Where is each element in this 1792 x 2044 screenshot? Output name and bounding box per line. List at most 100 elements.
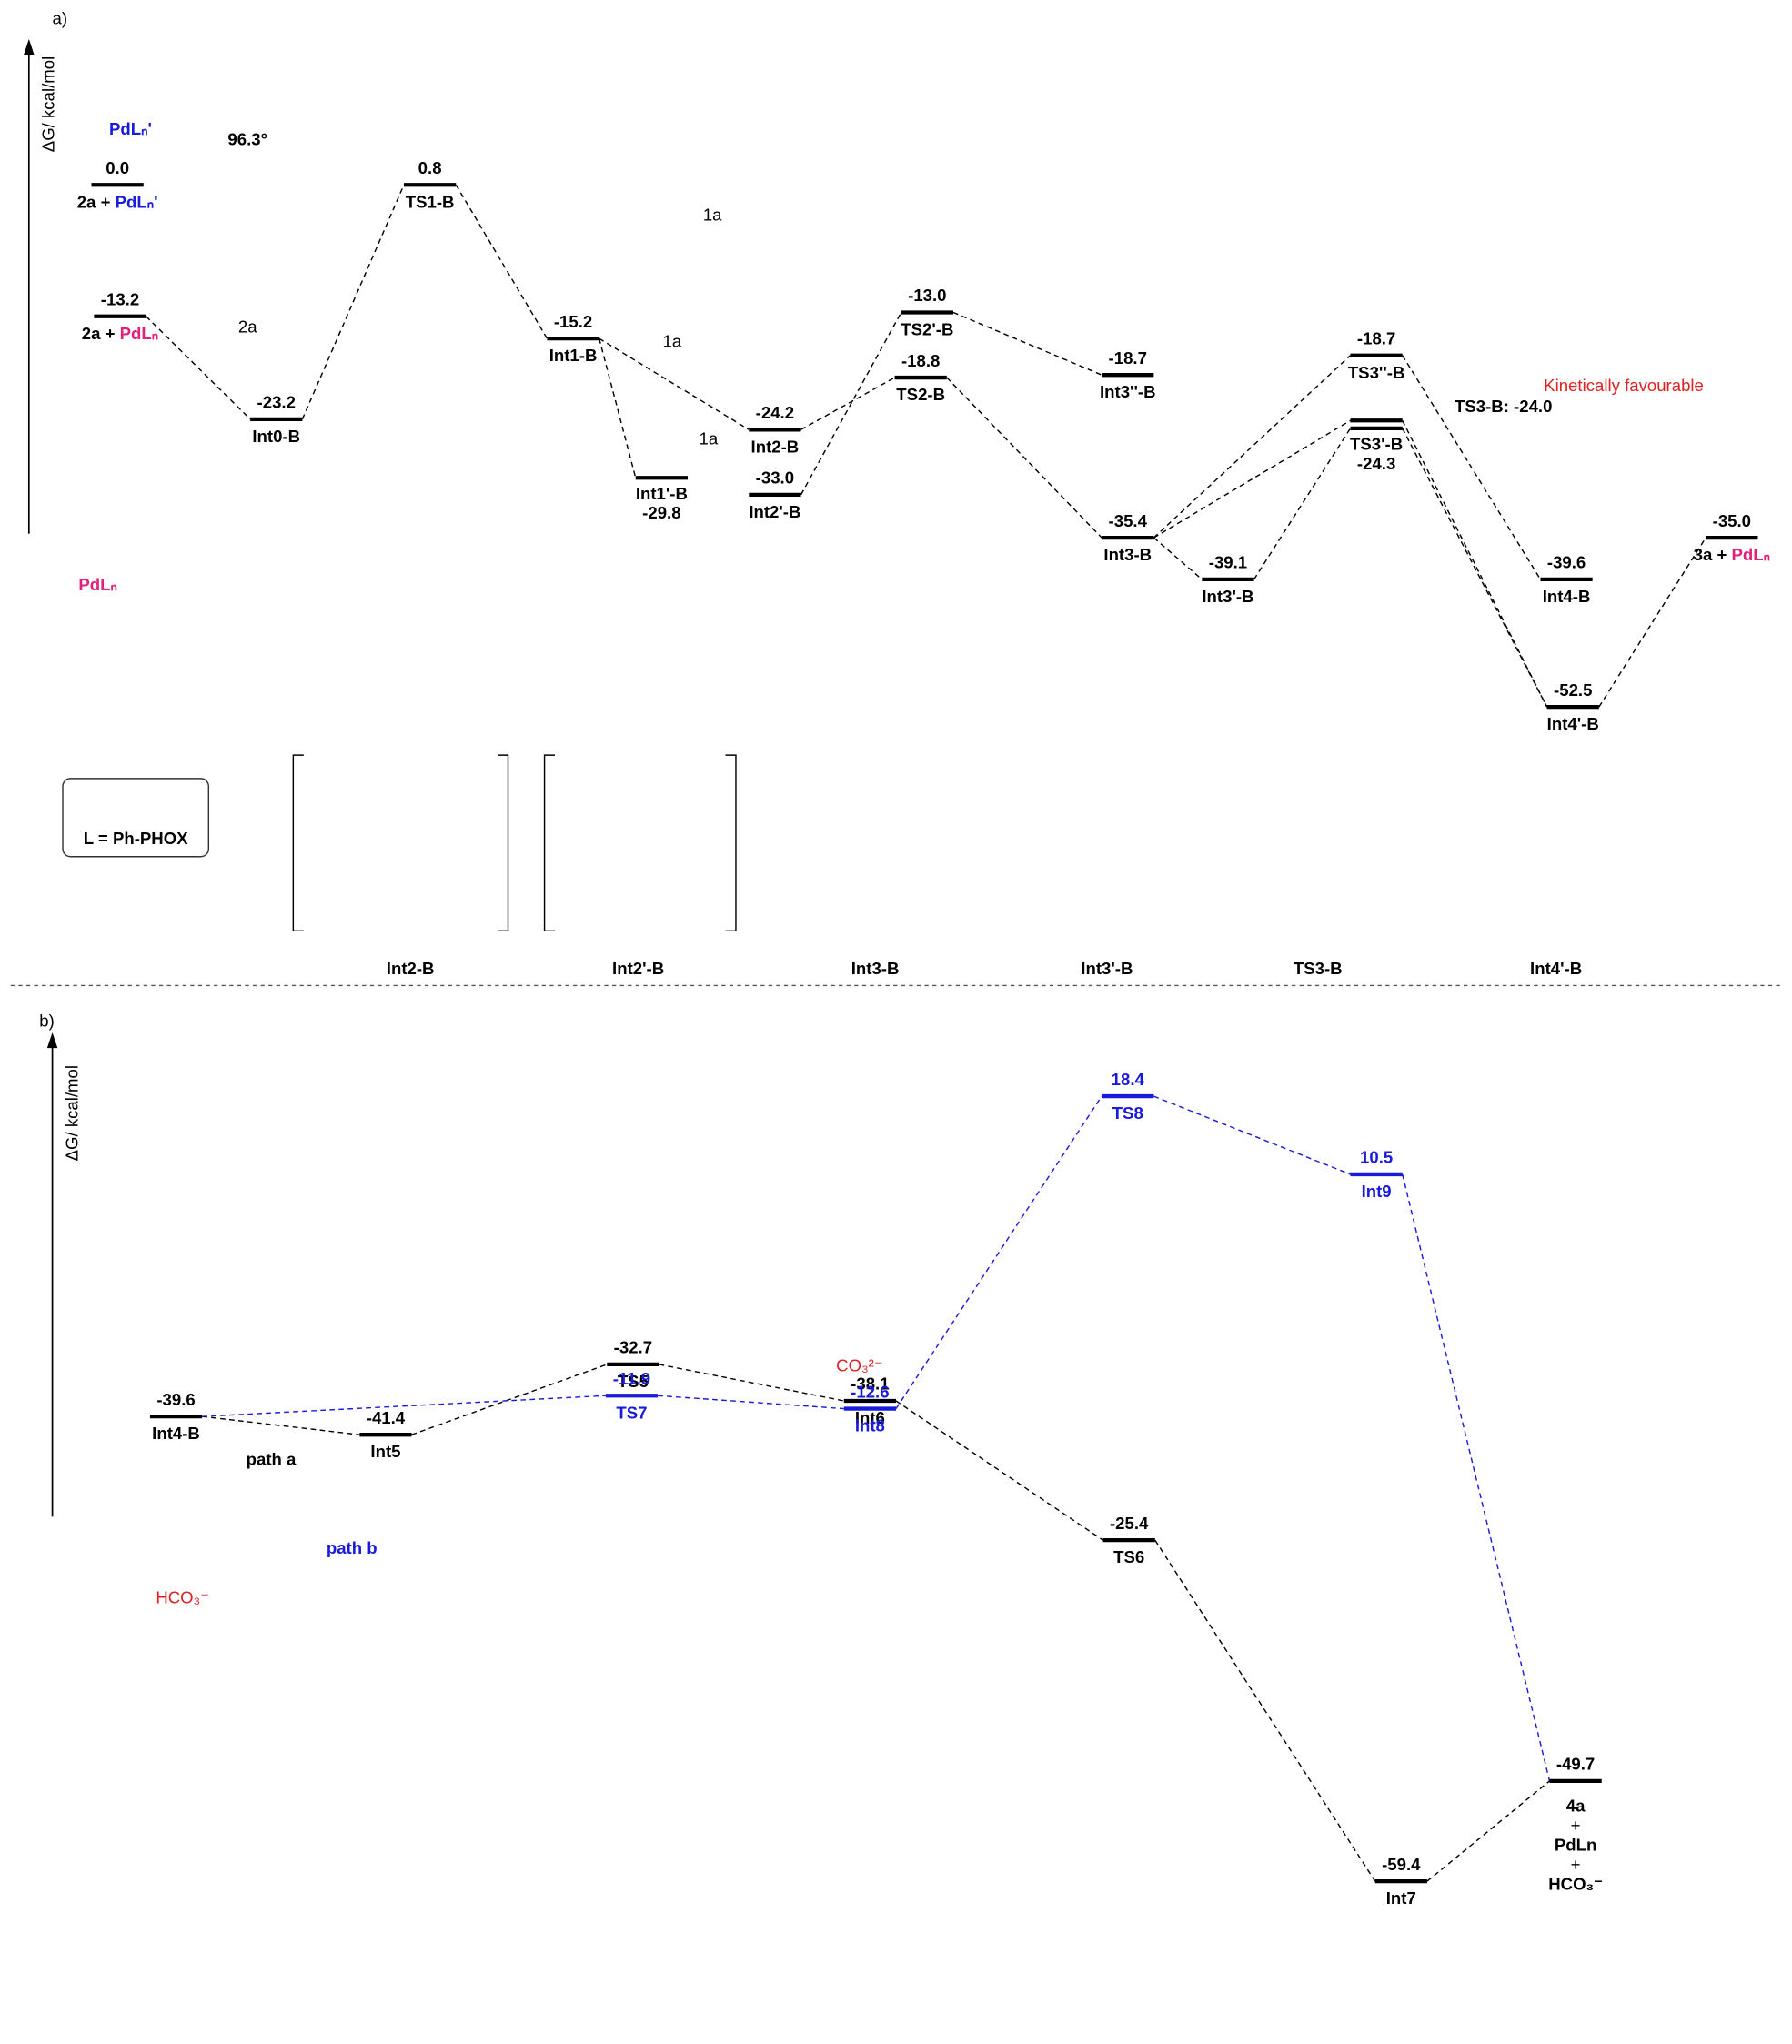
- level-name-part: Int9: [1362, 1182, 1392, 1201]
- level-name-part: Int5: [370, 1442, 400, 1461]
- connector: [202, 1395, 606, 1417]
- connector: [1153, 1095, 1351, 1175]
- level-name: Int3'-B: [1202, 587, 1253, 606]
- connector: [800, 377, 895, 430]
- level-value: -35.0: [1713, 511, 1751, 530]
- level-value: -12.6: [851, 1382, 889, 1401]
- annotation: CO₃²⁻: [836, 1356, 882, 1375]
- level-name: Int1-B: [549, 346, 598, 365]
- level-name: 2a + PdLₙ': [77, 192, 158, 211]
- level-name-part: TS1-B: [406, 192, 455, 211]
- level-name-part: TS5: [618, 1372, 649, 1391]
- level-value: -39.6: [156, 1390, 195, 1409]
- level-name-part: Int8: [855, 1416, 885, 1435]
- annotation: path b: [327, 1538, 378, 1557]
- connector: [895, 1095, 1102, 1409]
- level-name: Int8: [855, 1416, 885, 1435]
- connector: [658, 1395, 844, 1410]
- structure-name: Int2-B: [387, 959, 435, 978]
- level-name-part: Int1-B: [549, 346, 598, 365]
- level-name-part: Int4-B: [152, 1424, 200, 1443]
- level-value: -13.2: [101, 290, 139, 309]
- annotation: 96.3°: [227, 129, 267, 148]
- level-value: -11.9: [613, 1369, 650, 1388]
- level-name: Int5: [370, 1442, 400, 1461]
- connector: [659, 1364, 844, 1402]
- level-value: 10.5: [1360, 1148, 1393, 1167]
- level-name: TS7: [616, 1403, 647, 1422]
- connector: [1598, 537, 1706, 708]
- annotation: path a: [247, 1450, 297, 1469]
- level-partner: PdLₙ: [1732, 545, 1771, 564]
- annotation: 1a: [662, 331, 681, 350]
- ligand-box: [62, 778, 210, 858]
- level-name-part: TS2'-B: [901, 319, 953, 338]
- connector: [598, 337, 637, 478]
- level-name: +: [1571, 1816, 1581, 1835]
- level-name: Int6: [855, 1408, 885, 1427]
- level-name: Int2'-B: [749, 502, 800, 521]
- level-name-part: Int1'-B: [636, 484, 688, 503]
- level-value: -13.0: [908, 286, 946, 305]
- connector: [301, 184, 405, 420]
- level-name-part: 2a +: [77, 192, 116, 211]
- connector: [895, 1400, 1103, 1541]
- level-name-part: Int3'-B: [1202, 587, 1253, 606]
- ligand-label: L = Ph-PHOX: [84, 829, 188, 848]
- connector: [599, 337, 750, 430]
- level-value: 0.0: [106, 158, 129, 177]
- level-value: -52.5: [1554, 680, 1592, 700]
- level-value: -59.4: [1382, 1855, 1421, 1874]
- axis-arrow: [46, 1032, 58, 1049]
- connector: [1402, 1173, 1551, 1782]
- level-name-part: TS7: [616, 1403, 647, 1422]
- connector: [952, 311, 1102, 376]
- bracket: [543, 754, 737, 932]
- level-value: -38.1: [851, 1374, 889, 1394]
- level-name: PdLn: [1555, 1835, 1596, 1854]
- level-name: Int4'-B: [1547, 714, 1599, 733]
- level-name-part: Int2-B: [751, 437, 800, 456]
- level-name-part: Int6: [855, 1408, 885, 1427]
- annotation: 1a: [703, 205, 722, 224]
- level-name: TS3''-B: [1348, 363, 1405, 382]
- level-name: TS2'-B: [901, 319, 953, 338]
- level-name: 3a + PdLₙ: [1694, 545, 1770, 564]
- annotation: Kinetically favourable: [1544, 376, 1704, 395]
- structure-name: Int3'-B: [1081, 959, 1133, 978]
- connector: [1253, 428, 1352, 580]
- connector: [1426, 1780, 1550, 1882]
- level-name: Int0-B: [252, 427, 300, 446]
- level-name-part: Int4'-B: [1547, 714, 1599, 733]
- level-value: -41.4: [367, 1408, 406, 1427]
- annotation: HCO₃⁻: [156, 1587, 209, 1606]
- level-name: TS8: [1112, 1103, 1143, 1123]
- level-name-part: TS3'-B: [1350, 434, 1403, 453]
- level-value: -29.8: [642, 503, 680, 522]
- bracket: [292, 754, 509, 932]
- level-name: 4a: [1566, 1796, 1586, 1815]
- connector: [411, 1364, 608, 1435]
- axis-arrow: [24, 38, 35, 55]
- level-name: TS2-B: [896, 385, 945, 404]
- structure-name: TS3-B: [1294, 959, 1343, 978]
- level-value: 18.4: [1112, 1070, 1145, 1089]
- connector: [1402, 419, 1548, 708]
- level-partner: PdLₙ: [120, 324, 159, 343]
- level-name-part: Int3''-B: [1100, 382, 1156, 401]
- connector: [1153, 355, 1351, 539]
- level-name: Int7: [1386, 1888, 1416, 1908]
- connector: [800, 312, 902, 496]
- structure-name: Int3-B: [851, 959, 900, 978]
- level-value: -24.2: [756, 403, 794, 422]
- connector: [1154, 1539, 1376, 1882]
- level-value: -33.0: [756, 468, 794, 488]
- y-axis-label: ΔG/ kcal/mol: [62, 1065, 81, 1161]
- level-name-part: 2a +: [82, 324, 120, 343]
- annotation: 1a: [700, 429, 719, 448]
- level-name: TS3'-B: [1350, 434, 1403, 453]
- y-axis-label: ΔG/ kcal/mol: [39, 56, 58, 152]
- level-name-part: Int3-B: [1103, 545, 1152, 564]
